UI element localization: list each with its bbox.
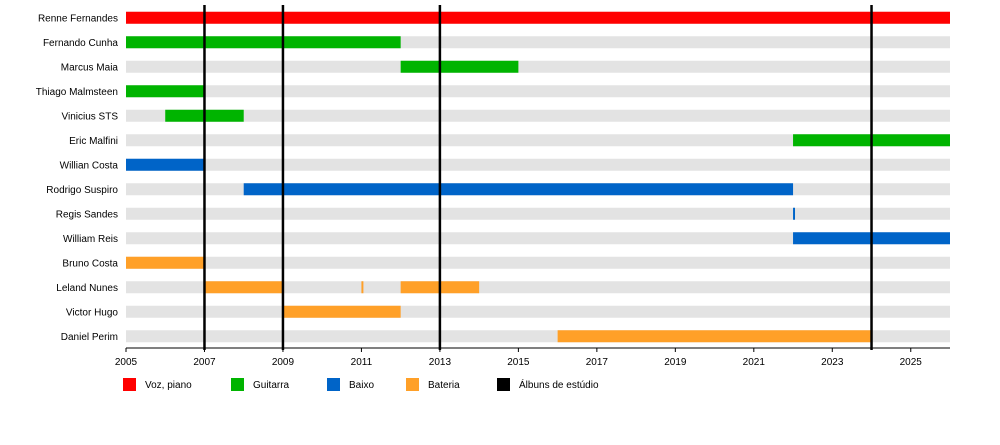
legend-swatch-guitar: [231, 378, 244, 391]
x-tick-label: 2017: [586, 357, 609, 368]
x-tick-label: 2023: [821, 357, 844, 368]
member-name: Marcus Maia: [61, 62, 119, 73]
x-tick-label: 2009: [272, 357, 295, 368]
member-name: Thiago Malmsteen: [36, 87, 118, 98]
row-band-leland-nunes: [126, 281, 950, 294]
legend-label-vocals: Voz, piano: [145, 380, 192, 391]
bar-leland-nunes-drums: [204, 281, 283, 294]
bar-thiago-malmsteen-guitar: [126, 85, 205, 98]
legend-label-guitar: Guitarra: [253, 380, 290, 391]
row-band-thiago-malmsteen: [126, 85, 950, 98]
legend-swatch-drums: [406, 378, 419, 391]
legend-swatch-vocals: [123, 378, 136, 391]
bar-renne-fernandes-vocals: [126, 11, 950, 24]
x-tick-label: 2005: [115, 357, 138, 368]
period-bars: [126, 11, 950, 343]
member-name: Fernando Cunha: [43, 38, 118, 49]
bar-victor-hugo-drums: [282, 305, 401, 318]
member-name: Regis Sandes: [56, 209, 118, 220]
x-tick-label: 2025: [900, 357, 923, 368]
bar-rodrigo-suspiro-bass: [243, 183, 794, 196]
member-name: Eric Malfini: [69, 136, 118, 147]
bar-marcus-maia-guitar: [400, 60, 519, 73]
bar-leland-nunes-drums: [361, 281, 364, 294]
album-lines: [203, 5, 873, 350]
bar-regis-sandes-bass: [793, 207, 796, 220]
x-tick-label: 2015: [507, 357, 530, 368]
x-tick-label: 2011: [351, 357, 373, 368]
legend-label-bass: Baixo: [349, 380, 374, 391]
row-band-willian-costa: [126, 158, 950, 171]
bar-willian-costa-bass: [126, 158, 205, 171]
bar-bruno-costa-drums: [126, 256, 205, 269]
member-name: William Reis: [63, 234, 118, 245]
row-band-william-reis: [126, 232, 950, 245]
member-names: Renne Fernandes Fernando Cunha Marcus Maia…: [36, 13, 119, 343]
legend-swatch-bass: [327, 378, 340, 391]
member-name: Bruno Costa: [62, 258, 118, 269]
row-band-bruno-costa: [126, 256, 950, 269]
row-band-vinicius-sts: [126, 109, 950, 122]
member-name: Renne Fernandes: [38, 13, 118, 24]
bar-daniel-perim-drums: [557, 330, 872, 343]
legend-label-albums: Álbuns de estúdio: [519, 378, 599, 391]
x-axis: 2005 2007 2009 2011 2013 2015 2017 2019 2021 2023…: [115, 347, 950, 368]
member-name: Leland Nunes: [56, 283, 118, 294]
x-tick-label: 2013: [429, 357, 452, 368]
legend: Voz, piano Guitarra Baixo Bateria Álbuns de …: [123, 378, 599, 391]
row-band-marcus-maia: [126, 60, 950, 73]
bar-fernando-cunha-guitar: [126, 36, 401, 49]
member-name: Willian Costa: [60, 160, 119, 171]
x-tick-label: 2019: [664, 357, 687, 368]
row-band-victor-hugo: [126, 305, 950, 318]
x-tick-label: 2021: [743, 357, 766, 368]
legend-swatch-albums: [497, 378, 510, 391]
x-tick-label: 2007: [193, 357, 216, 368]
legend-label-drums: Bateria: [428, 380, 460, 391]
member-name: Rodrigo Suspiro: [46, 185, 118, 196]
row-band-regis-sandes: [126, 207, 950, 220]
member-name: Daniel Perim: [61, 332, 118, 343]
member-name: Vinicius STS: [61, 111, 118, 122]
row-band-eric-malfini: [126, 134, 950, 147]
member-name: Victor Hugo: [66, 307, 119, 318]
